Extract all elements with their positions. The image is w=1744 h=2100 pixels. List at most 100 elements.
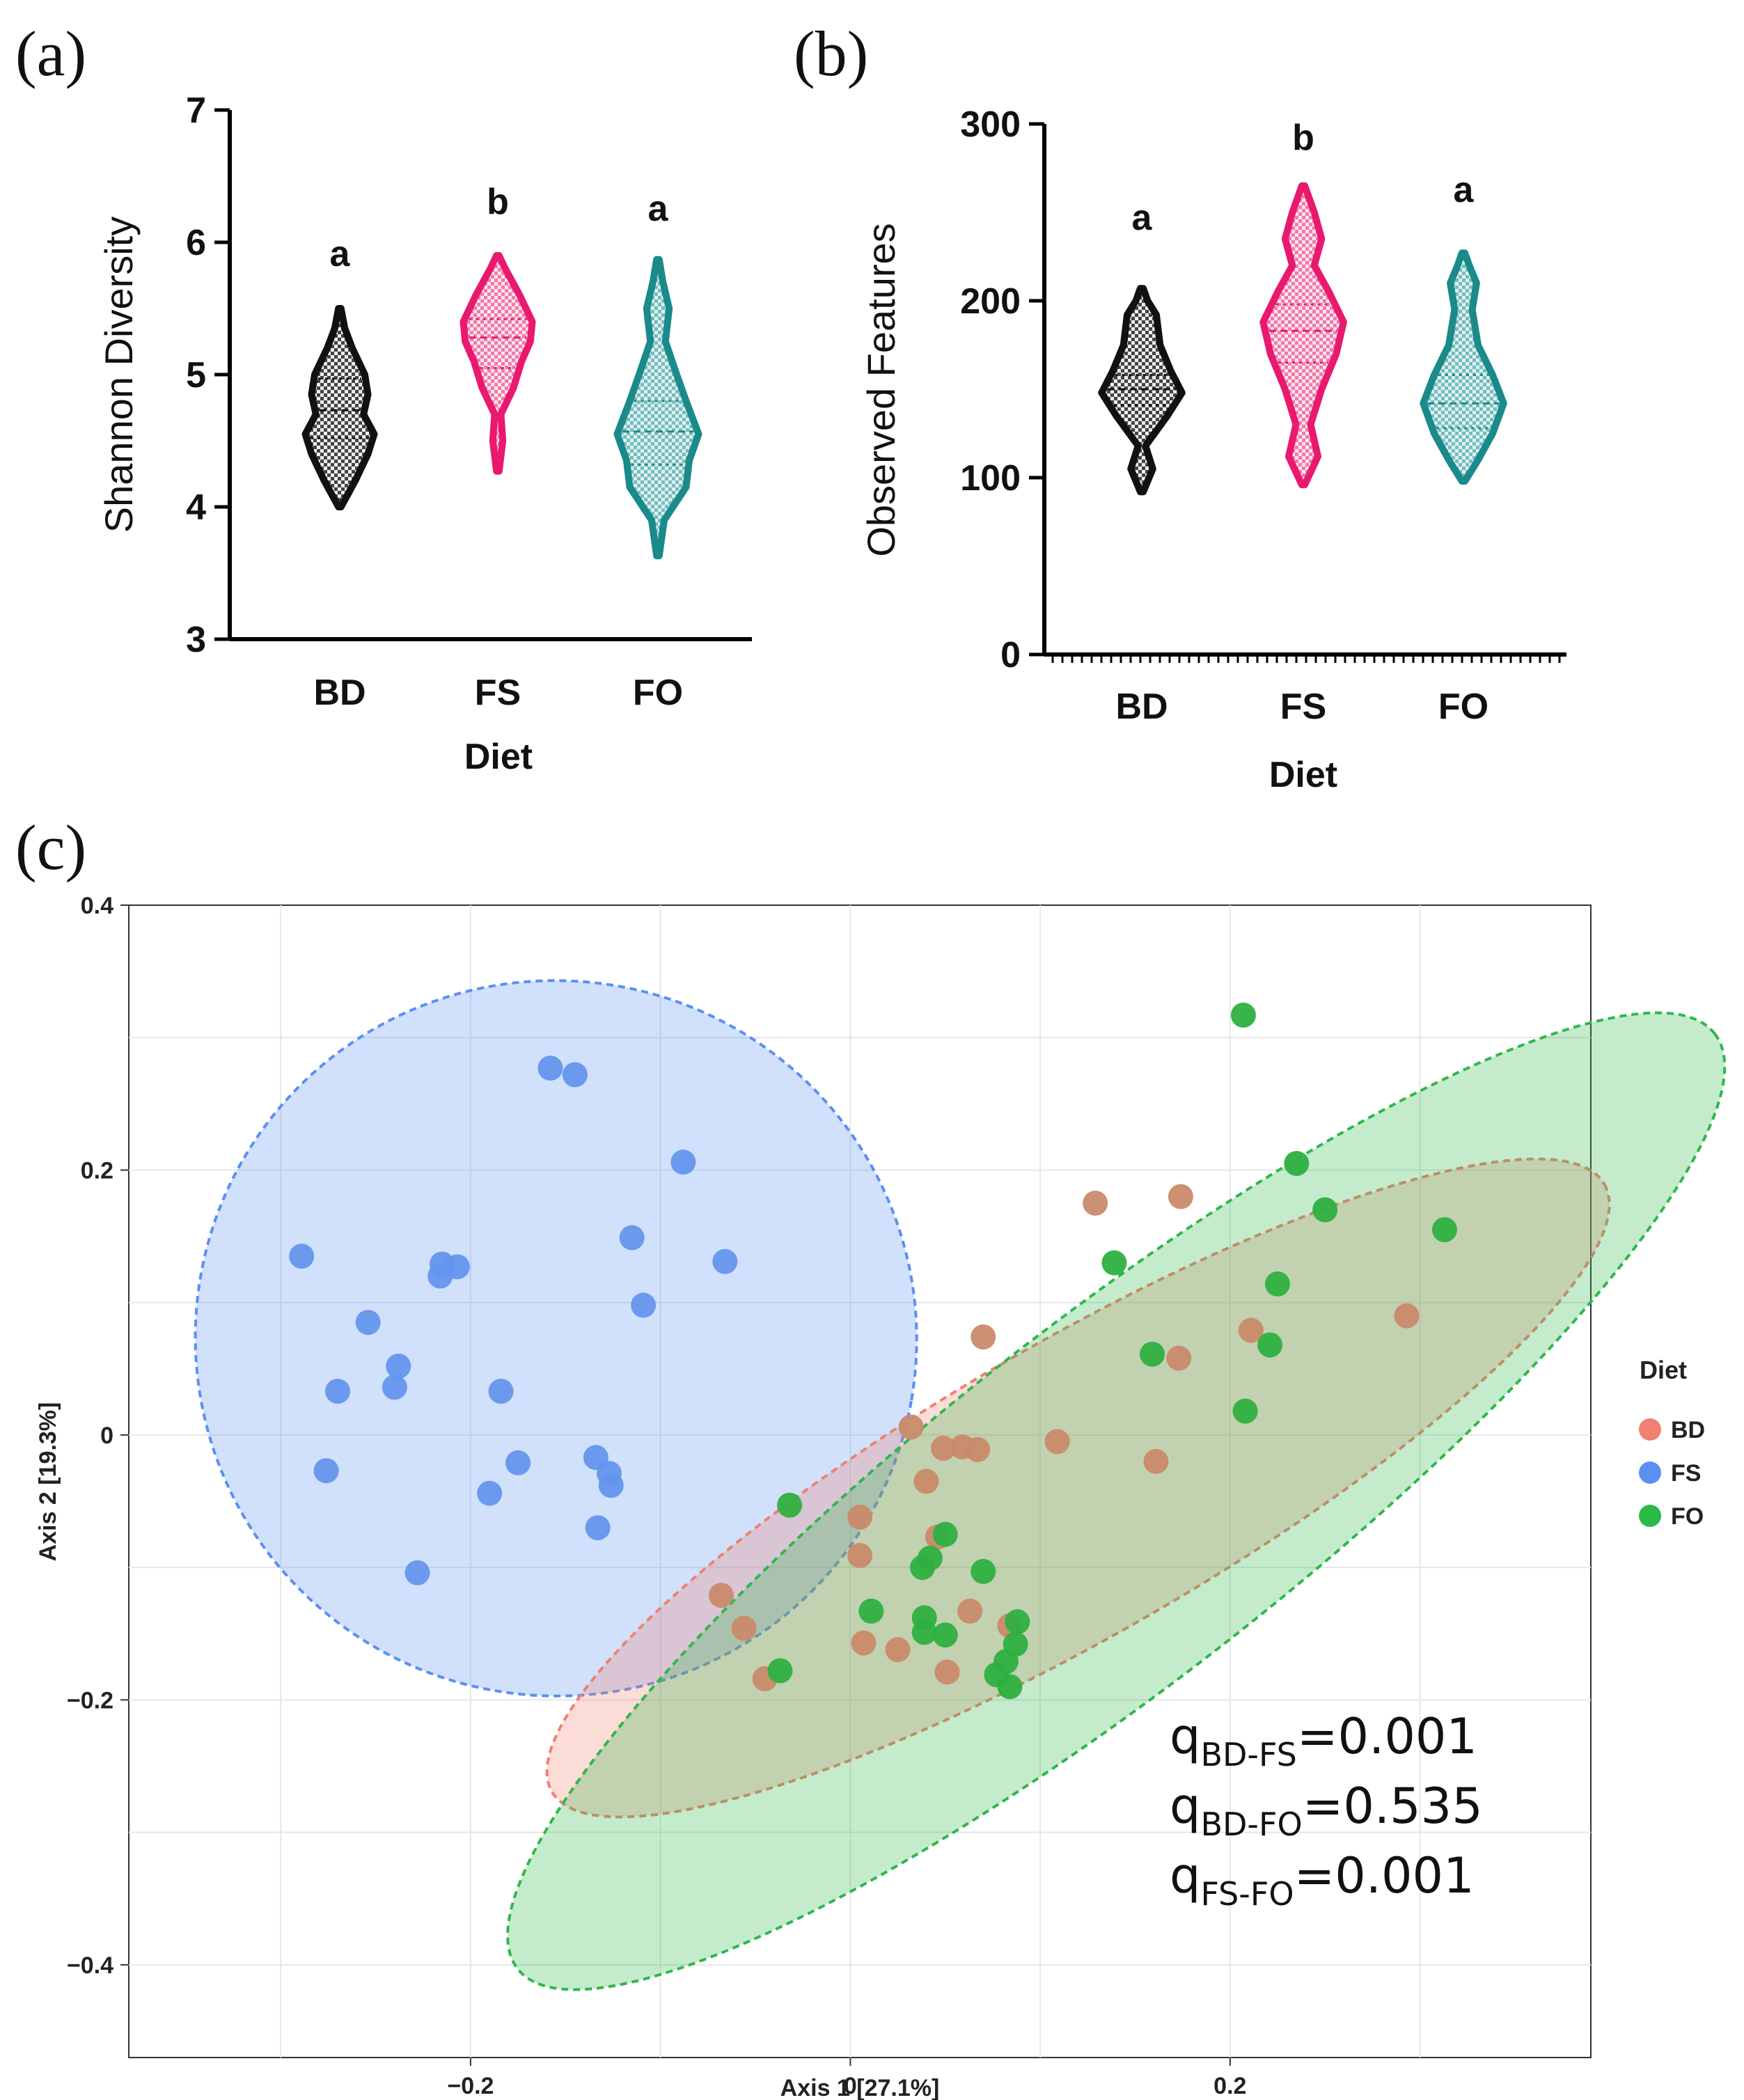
significance-bd: a [330, 234, 351, 274]
q-subscript: FS-FO [1200, 1875, 1294, 1913]
x-tick-label: 0 [844, 2073, 857, 2099]
legend-swatch-fs [1639, 1462, 1661, 1484]
violin-fo [613, 256, 702, 560]
point-fs [488, 1379, 514, 1404]
category-label-fo: FO [633, 673, 683, 713]
point-bd [851, 1630, 877, 1656]
point-bd [965, 1436, 991, 1462]
point-fs [404, 1560, 430, 1585]
significance-fs: b [1292, 118, 1314, 158]
y-tick-label: 100 [960, 458, 1021, 499]
point-bd [957, 1598, 983, 1624]
point-fo [1005, 1609, 1030, 1635]
q-base: q [1170, 1778, 1200, 1835]
q-value: =0.001 [1294, 1847, 1475, 1904]
point-fo [1257, 1332, 1283, 1358]
point-fs [386, 1354, 411, 1379]
panel-label-c: (c) [15, 812, 86, 883]
q-annotation-fs-fo: qFS-FO=0.001 [1170, 1847, 1475, 1913]
panel-label-b: (b) [794, 18, 868, 89]
point-fs [598, 1473, 624, 1498]
significance-fs: b [487, 182, 509, 222]
y-tick-label: 0.4 [81, 893, 113, 919]
category-label-bd: BD [1115, 687, 1168, 727]
point-fs [355, 1310, 381, 1335]
point-fo [1140, 1341, 1165, 1367]
confidence-ellipse-fo [506, 1011, 1727, 1991]
point-fs [537, 1055, 563, 1081]
point-fo [1101, 1250, 1127, 1276]
q-base: q [1170, 1708, 1200, 1765]
y-tick-label: 300 [960, 104, 1021, 145]
point-bd [1044, 1429, 1070, 1455]
y-tick-label: 3 [186, 620, 206, 660]
y-tick-label: 0.2 [81, 1157, 113, 1184]
y-tick-label: 200 [960, 281, 1021, 322]
point-fo [1432, 1217, 1457, 1243]
point-bd [1168, 1184, 1193, 1209]
point-bd [1143, 1448, 1169, 1474]
q-value: =0.001 [1297, 1708, 1477, 1765]
point-fs [562, 1062, 588, 1088]
point-fo [932, 1622, 958, 1648]
point-fo [971, 1558, 996, 1584]
y-tick-label: −0.4 [67, 1952, 113, 1979]
y-tick-label: 4 [186, 487, 206, 528]
q-annotation-bd-fs: qBD-FS=0.001 [1170, 1708, 1477, 1773]
y-tick-label: −0.2 [67, 1687, 113, 1714]
point-fs [619, 1225, 645, 1251]
point-bd [885, 1637, 911, 1663]
legend: Diet BD FS FO [1639, 1356, 1705, 1530]
category-label-bd: BD [313, 673, 366, 713]
q-base: q [1170, 1847, 1200, 1904]
q-value: =0.535 [1303, 1778, 1483, 1835]
pcoa-scatter-chart: −0.2 0 0.2 0.4 0.2 0 −0.2 −0.4 Axis 1 [27.1%] A… [35, 893, 1727, 2100]
x-axis-title: Diet [464, 737, 533, 777]
point-fs [325, 1379, 350, 1404]
point-fs [427, 1263, 453, 1289]
legend-title: Diet [1640, 1356, 1687, 1384]
y-axis-title: Axis 2 [19.3%] [35, 1402, 61, 1562]
point-bd [931, 1435, 956, 1461]
y-tick-label: 0 [1000, 635, 1021, 675]
point-fs [631, 1292, 657, 1318]
point-bd [1083, 1191, 1108, 1216]
point-bd [847, 1543, 872, 1569]
violin-fo [1420, 249, 1507, 485]
point-bd [847, 1504, 872, 1530]
point-fs [712, 1248, 738, 1274]
point-fs [670, 1150, 696, 1175]
x-tick-label: 0.2 [1213, 2073, 1246, 2099]
y-tick-label: 6 [186, 223, 206, 263]
legend-label-bd: BD [1671, 1417, 1705, 1443]
point-fo [767, 1658, 793, 1684]
x-tick-label: −0.2 [447, 2073, 494, 2099]
point-fs [382, 1374, 407, 1400]
y-axis-title: Shannon Diversity [97, 217, 141, 533]
point-bd [971, 1324, 996, 1350]
y-tick-label: 5 [186, 355, 206, 395]
legend-label-fs: FS [1671, 1460, 1701, 1487]
point-fo [932, 1521, 958, 1547]
point-bd [1166, 1345, 1192, 1371]
point-bd [1394, 1303, 1420, 1329]
observed-features-violin-chart: 0 100 200 300 Observed Features BD FS FO Di… [859, 104, 1566, 795]
q-value-annotations: qBD-FS=0.001 qBD-FO=0.535 qFS-FO=0.001 [1170, 1708, 1483, 1913]
point-fo [1230, 1002, 1256, 1028]
legend-swatch-fo [1639, 1505, 1661, 1527]
point-fo [997, 1674, 1023, 1700]
point-fo [911, 1620, 937, 1645]
point-fs [505, 1450, 531, 1475]
legend-label-fo: FO [1671, 1503, 1704, 1530]
y-axis-title: Observed Features [859, 223, 903, 556]
point-bd [934, 1659, 960, 1685]
q-subscript: BD-FS [1200, 1736, 1296, 1773]
violin-fs [459, 252, 536, 475]
point-fo [1284, 1150, 1310, 1176]
legend-swatch-bd [1639, 1418, 1661, 1441]
point-fs [477, 1480, 503, 1506]
point-fo [1265, 1271, 1290, 1297]
category-label-fs: FS [475, 673, 521, 713]
